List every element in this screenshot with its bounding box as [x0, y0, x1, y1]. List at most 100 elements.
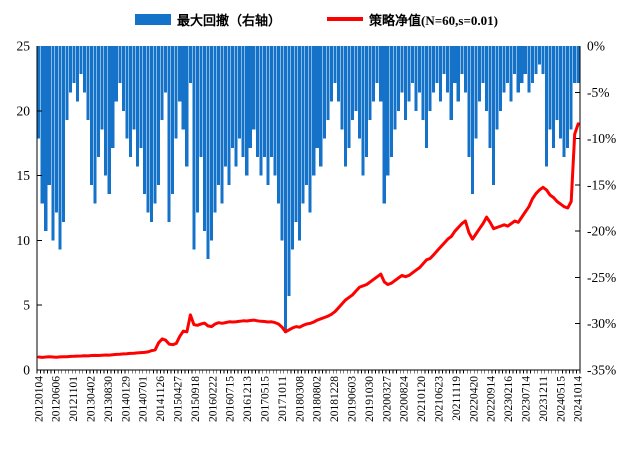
x-axis-tick-label: 20121101 — [68, 376, 80, 422]
drawdown-bar — [509, 46, 513, 102]
drawdown-bar — [358, 46, 362, 139]
drawdown-bar — [372, 46, 376, 102]
drawdown-bar — [551, 46, 556, 148]
drawdown-bar — [446, 46, 450, 93]
drawdown-bar — [213, 46, 217, 213]
drawdown-bar — [82, 46, 87, 93]
drawdown-bar — [425, 46, 429, 148]
drawdown-bar — [527, 46, 531, 93]
drawdown-bar — [308, 46, 312, 213]
x-axis-tick-label: 20140701 — [138, 376, 150, 422]
right-axis-tick-label: -5% — [587, 85, 610, 100]
drawdown-bar — [276, 46, 280, 204]
drawdown-bar — [65, 46, 69, 121]
drawdown-bar — [51, 46, 55, 241]
drawdown-bar — [291, 46, 295, 250]
drawdown-bar — [576, 46, 580, 84]
drawdown-bar — [75, 46, 80, 102]
drawdown-bar — [513, 46, 517, 74]
drawdown-bar — [280, 46, 284, 241]
drawdown-bar — [421, 46, 425, 121]
drawdown-bar — [368, 46, 372, 121]
x-axis-tick-label: 20191030 — [364, 376, 376, 422]
drawdown-bar — [266, 46, 270, 185]
drawdown-bar — [386, 46, 390, 176]
drawdown-bar — [234, 46, 238, 167]
chart-legend: 最大回撤（右轴） 策略净值(N=60,s=0.01) — [0, 6, 633, 32]
drawdown-bar — [537, 46, 541, 65]
drawdown-bar — [37, 46, 41, 139]
drawdown-bar — [396, 46, 400, 111]
drawdown-bar — [86, 46, 90, 121]
left-axis-tick-label: 0 — [23, 363, 30, 378]
drawdown-bar — [202, 46, 206, 232]
right-axis-tick-label: 0% — [587, 39, 605, 54]
drawdown-bar — [382, 46, 386, 204]
drawdown-bar — [135, 46, 139, 167]
drawdown-bar — [492, 46, 496, 185]
drawdown-bar — [435, 46, 439, 84]
x-axis-tick-label: 20130830 — [103, 376, 115, 422]
drawdown-bar — [506, 46, 510, 84]
drawdown-bar — [428, 46, 432, 111]
drawdown-bar — [336, 46, 340, 102]
drawdown-bar — [484, 46, 489, 111]
drawdown-bar — [375, 46, 379, 84]
drawdown-bar — [530, 46, 534, 84]
drawdown-bar — [185, 46, 189, 167]
x-axis-tick-label: 20140129 — [120, 376, 132, 422]
drawdown-bar — [79, 46, 83, 74]
drawdown-bar — [171, 46, 175, 195]
drawdown-bar — [125, 46, 129, 139]
drawdown-bar — [340, 46, 344, 130]
drawdown-bar — [167, 46, 171, 222]
drawdown-bar — [319, 46, 323, 167]
drawdown-bar — [90, 46, 94, 185]
drawdown-bar — [520, 46, 524, 84]
x-axis-tick-label: 20241014 — [573, 376, 585, 422]
drawdown-bar — [164, 46, 168, 93]
right-axis-tick-label: -30% — [587, 316, 616, 331]
drawdown-bar — [453, 46, 457, 84]
drawdown-bar — [495, 46, 499, 130]
drawdown-bar — [231, 46, 235, 148]
drawdown-bar — [262, 46, 266, 158]
drawdown-bar-swatch-icon — [135, 13, 172, 25]
x-axis-tick-label: 20180308 — [294, 376, 306, 422]
drawdown-bar — [248, 46, 252, 148]
legend-item-max-drawdown: 最大回撤（右轴） — [135, 10, 281, 29]
right-axis-tick-label: -20% — [587, 224, 616, 239]
x-axis-tick-label: 20220914 — [486, 376, 498, 422]
legend-label-max-drawdown: 最大回撤（右轴） — [177, 12, 282, 28]
drawdown-bar — [188, 46, 192, 84]
x-axis-tick-label: 20170515 — [259, 376, 271, 422]
drawdown-bar — [439, 46, 443, 102]
drawdown-bar — [206, 46, 210, 259]
drawdown-bar — [54, 46, 58, 213]
x-axis-tick-label: 20211119 — [451, 376, 463, 421]
drawdown-bar — [149, 46, 154, 222]
drawdown-bar — [142, 46, 147, 195]
drawdown-bar — [544, 46, 548, 167]
drawdown-bar — [255, 46, 259, 158]
drawdown-bar — [463, 46, 467, 93]
drawdown-bar — [220, 46, 224, 204]
x-axis-tick-label: 20200327 — [381, 376, 393, 422]
drawdown-bar — [47, 46, 51, 185]
x-axis-tick-label: 20150427 — [172, 376, 184, 422]
drawdown-bar — [403, 46, 407, 121]
drawdown-bar — [93, 46, 97, 204]
x-axis-tick-label: 20181228 — [329, 376, 341, 422]
drawdown-bar — [252, 46, 256, 130]
x-axis-tick-label: 20120606 — [51, 376, 63, 422]
drawdown-bar — [114, 46, 118, 102]
drawdown-bar — [365, 46, 369, 158]
drawdown-bar — [548, 46, 552, 130]
drawdown-bar — [157, 46, 161, 185]
drawdown-bar — [499, 46, 503, 111]
drawdown-bar — [132, 46, 136, 130]
left-axis-tick-label: 15 — [17, 168, 31, 183]
drawdown-bar — [128, 46, 132, 158]
x-axis-tick-label: 20240515 — [555, 376, 567, 422]
right-axis-tick-label: -15% — [587, 177, 616, 192]
